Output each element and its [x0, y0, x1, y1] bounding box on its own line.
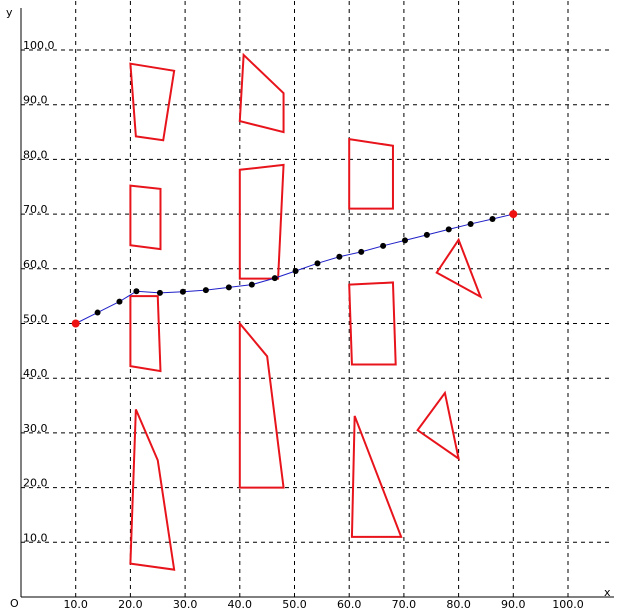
y-tick-label: 60.0 — [23, 258, 48, 271]
y-tick-label: 70.0 — [23, 203, 48, 216]
path-point — [94, 309, 101, 316]
path-endpoint — [509, 210, 518, 219]
polygon-shape — [350, 415, 403, 538]
path — [71, 210, 518, 328]
path-point — [116, 298, 123, 305]
tick-labels: 10.0 20.0 30.0 40.0 50.0 60.0 70.0 80.0 90.0 100.… — [23, 39, 584, 611]
grid — [21, 0, 612, 597]
y-axis-label: y — [6, 6, 13, 19]
path-point — [467, 220, 474, 227]
axes: x y O — [6, 6, 614, 610]
polygon-shape — [348, 137, 394, 210]
path-point — [156, 289, 163, 296]
x-tick-label: 40.0 — [228, 598, 253, 611]
x-tick-label: 100.0 — [552, 598, 584, 611]
path-point — [358, 248, 365, 255]
polygon-shape — [129, 408, 176, 571]
y-tick-label: 30.0 — [23, 422, 48, 435]
path-point — [336, 253, 343, 260]
y-tick-label: 80.0 — [23, 148, 48, 161]
path-point — [271, 275, 278, 282]
path-point — [292, 267, 299, 274]
polygon-shape — [238, 163, 285, 280]
path-point — [445, 226, 452, 233]
y-tick-label: 20.0 — [23, 477, 48, 490]
y-tick-label: 100.0 — [23, 39, 55, 52]
x-tick-label: 10.0 — [63, 598, 88, 611]
x-tick-label: 30.0 — [173, 598, 198, 611]
polygon-shape — [238, 52, 285, 134]
path-point — [423, 231, 430, 238]
polygon-shape — [238, 320, 285, 489]
y-tick-label: 50.0 — [23, 313, 48, 326]
x-tick-label: 60.0 — [337, 598, 362, 611]
y-tick-label: 40.0 — [23, 367, 48, 380]
origin-label: O — [10, 597, 19, 610]
polygon-shape — [348, 281, 397, 366]
x-tick-label: 20.0 — [118, 598, 143, 611]
polygon-shape — [129, 295, 162, 373]
path-point — [380, 242, 387, 249]
polygons — [129, 52, 483, 571]
polygon-shape — [416, 390, 461, 461]
x-tick-label: 70.0 — [392, 598, 417, 611]
x-tick-label: 50.0 — [282, 598, 307, 611]
path-point — [248, 281, 255, 288]
polygon-shape — [129, 62, 176, 142]
path-point — [179, 288, 186, 295]
path-point — [314, 260, 321, 267]
path-endpoint — [71, 319, 80, 328]
path-point — [489, 216, 496, 223]
x-tick-label: 90.0 — [501, 598, 526, 611]
path-point — [401, 237, 408, 244]
path-point — [225, 284, 232, 291]
polygon-shape — [435, 237, 483, 299]
x-axis-label: x — [604, 586, 611, 599]
polygon-shape — [129, 184, 162, 251]
path-point — [133, 288, 140, 295]
path-point — [202, 287, 209, 294]
x-tick-label: 80.0 — [446, 598, 471, 611]
y-tick-label: 90.0 — [23, 94, 48, 107]
y-tick-label: 10.0 — [23, 531, 48, 544]
